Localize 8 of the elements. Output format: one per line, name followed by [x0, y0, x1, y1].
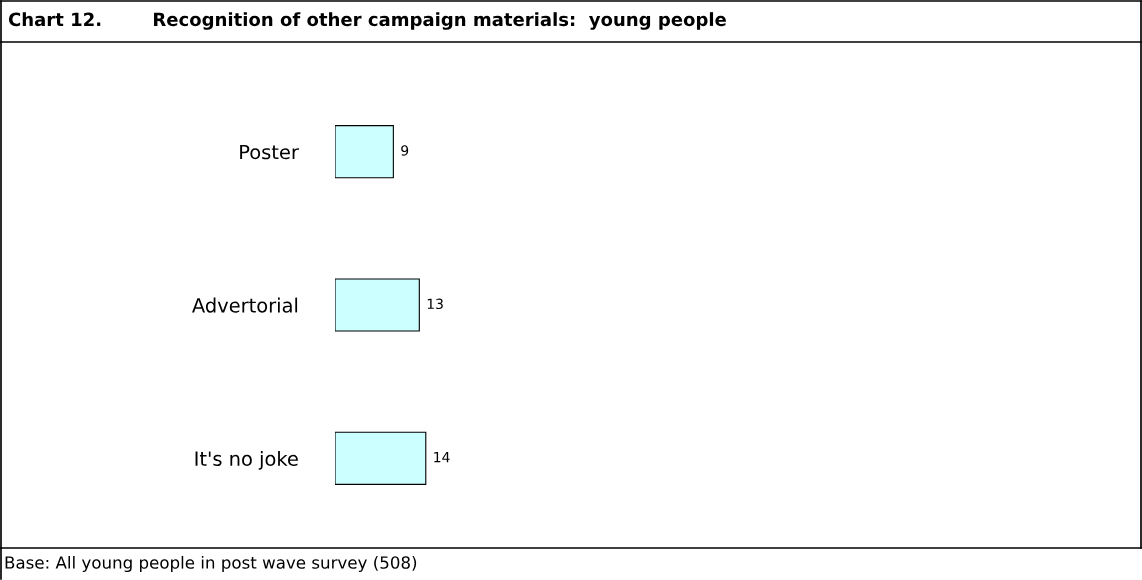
data-label: 9 [401, 145, 409, 156]
data-label: 13 [427, 298, 443, 310]
chart-title: Chart 12. Recognition of other campaign materials: young people [8, 12, 726, 30]
text: Base: All young people in post wave survey (508) [5, 555, 417, 573]
y-tick-label: It's no joke [195, 450, 298, 470]
y-tick-label: Advertorial [192, 297, 298, 313]
data-label: 14 [434, 452, 450, 463]
y-tick-label: Poster [240, 144, 299, 160]
